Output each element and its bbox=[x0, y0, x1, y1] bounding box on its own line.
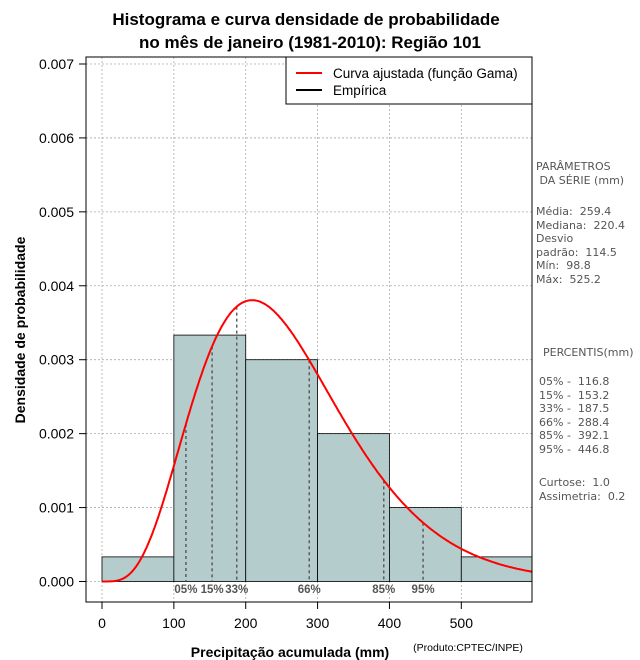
percentile-label: 05% bbox=[174, 584, 197, 596]
percentile-label: 66% bbox=[298, 584, 321, 596]
legend-box bbox=[285, 56, 533, 105]
percentile-label: 95% bbox=[412, 584, 435, 596]
chart-title-line-2: no mês de janeiro (1981-2010): Região 10… bbox=[139, 33, 481, 52]
percentiles-title: PERCENTIS(mm) bbox=[543, 346, 634, 359]
chart-title-line-1: Histograma e curva densidade de probabil… bbox=[112, 10, 499, 29]
shape-stats: Curtose: 1.0 Assimetria: 0.2 bbox=[539, 476, 626, 503]
axes: 0 100 200 300 400 500 0.000 0.001 0.002 0.003 0.00… bbox=[39, 56, 533, 631]
histogram-bar bbox=[101, 556, 175, 582]
grid-lines bbox=[86, 57, 532, 602]
x-tick-label: 300 bbox=[306, 615, 330, 631]
legend-label: Curva ajustada (função Gama) bbox=[333, 66, 518, 81]
y-axis-label: Densidade de probabilidade bbox=[12, 236, 28, 423]
y-tick-label: 0.005 bbox=[39, 204, 74, 220]
legend-label: Empírica bbox=[333, 83, 387, 98]
histogram-bar bbox=[173, 334, 247, 582]
percentile-label: 85% bbox=[372, 584, 395, 596]
y-tick-label: 0.006 bbox=[39, 130, 74, 146]
histogram-bar bbox=[389, 507, 462, 582]
y-tick-label: 0.004 bbox=[39, 278, 74, 294]
y-tick-label: 0.007 bbox=[39, 56, 74, 72]
x-axis-label: Precipitação acumulada (mm) bbox=[191, 644, 389, 660]
credit-label: (Produto:CPTEC/INPE) bbox=[413, 642, 523, 654]
series-stats: Média: 259.4 Mediana: 220.4 Desvio padrã… bbox=[536, 205, 625, 286]
x-tick-label: 400 bbox=[378, 615, 402, 631]
x-tick-label: 100 bbox=[162, 615, 186, 631]
y-tick-label: 0.000 bbox=[39, 574, 74, 590]
y-tick-label: 0.003 bbox=[39, 352, 74, 368]
gamma-curve bbox=[102, 299, 532, 583]
histogram-bar bbox=[245, 359, 318, 582]
percentile-label: 33% bbox=[225, 584, 248, 596]
percentiles-list: 05% - 116.8 15% - 153.2 33% - 187.5 66% … bbox=[539, 375, 610, 456]
histogram-bars bbox=[101, 334, 533, 582]
percentile-label: 15% bbox=[201, 584, 224, 596]
x-tick-label: 200 bbox=[234, 615, 258, 631]
percentile-lines: 05% 15% 33% 66% 85% 95% bbox=[174, 306, 435, 596]
y-tick-label: 0.001 bbox=[39, 500, 74, 516]
param-title: PARÂMETROS DA SÉRIE (mm) bbox=[536, 160, 625, 187]
y-tick-label: 0.002 bbox=[39, 426, 74, 442]
x-tick-label: 0 bbox=[98, 615, 106, 631]
histogram-bar bbox=[317, 433, 390, 582]
legend: Curva ajustada (função Gama) Empírica bbox=[285, 56, 533, 105]
x-tick-label: 500 bbox=[450, 615, 474, 631]
